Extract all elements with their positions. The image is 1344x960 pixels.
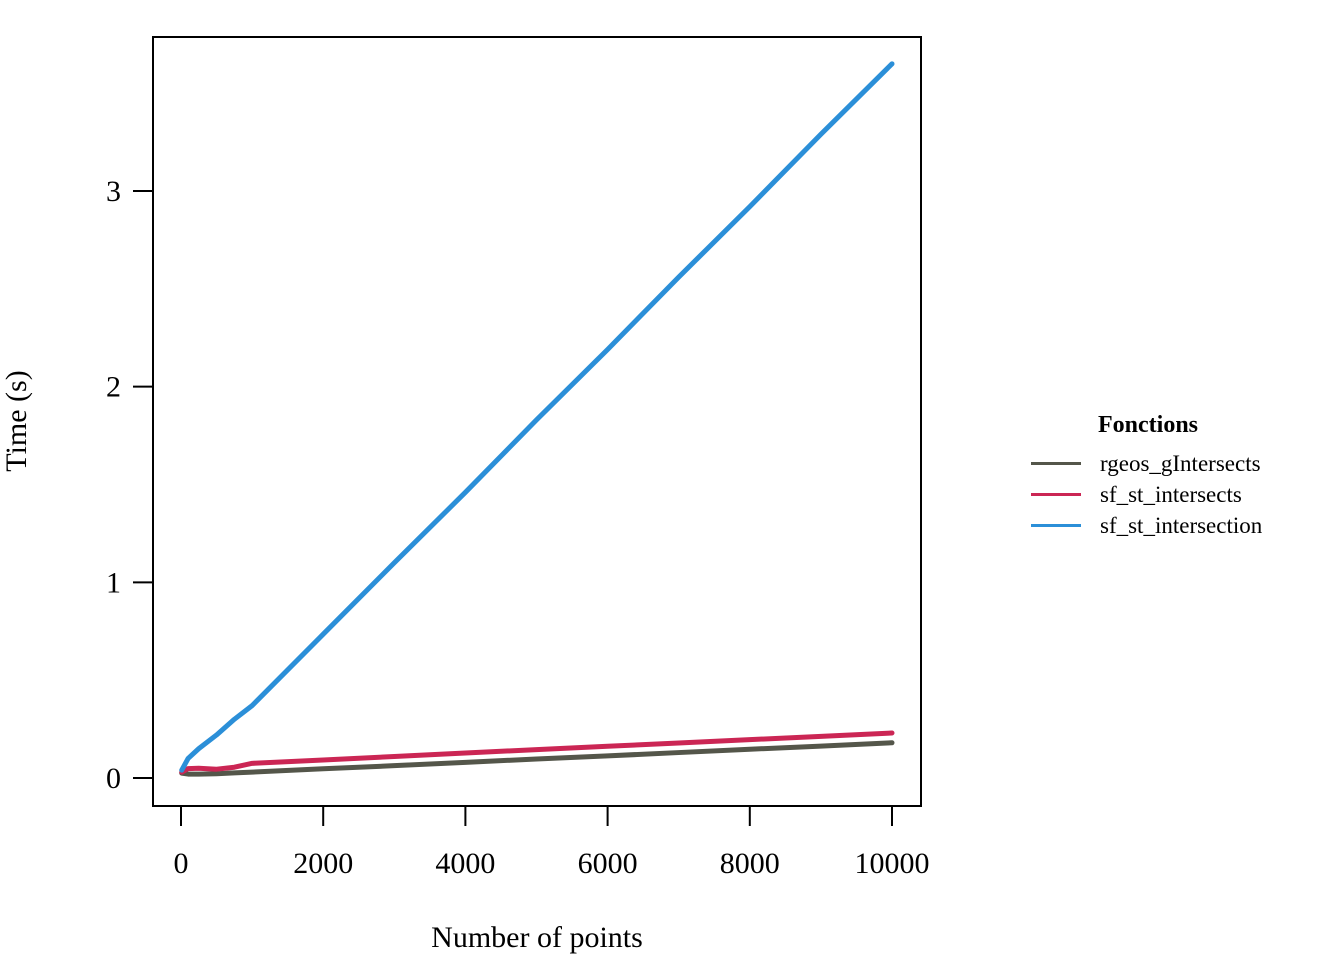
legend-swatch-sf_st_intersection: [1031, 524, 1081, 527]
x-tick-label: 6000: [578, 847, 638, 880]
legend-label: sf_st_intersection: [1100, 512, 1263, 538]
y-axis-title: Time (s): [0, 370, 33, 471]
legend: Fonctions rgeos_gIntersects sf_st_interse…: [1030, 410, 1330, 541]
x-tick-label: 4000: [435, 847, 495, 880]
x-tick-label: 8000: [720, 847, 780, 880]
series-line-sf_st_intersection: [179, 61, 895, 773]
series-line-sf_st_intersects: [179, 730, 895, 775]
legend-swatch-sf_st_intersects: [1031, 493, 1081, 496]
legend-item-sf_st_intersection: sf_st_intersection: [1030, 510, 1330, 541]
plot-border: [152, 36, 922, 807]
y-tick-label: 1: [106, 566, 121, 599]
x-tick-label: 0: [174, 847, 189, 880]
legend-swatch-rgeos_gIntersects: [1031, 462, 1081, 465]
legend-label: rgeos_gIntersects: [1100, 450, 1261, 476]
x-tick-label: 10000: [855, 847, 930, 880]
y-tick-label: 0: [106, 762, 121, 795]
legend-title: Fonctions: [1098, 412, 1199, 438]
legend-item-rgeos_gIntersects: rgeos_gIntersects: [1030, 448, 1330, 479]
y-tick-label: 3: [106, 175, 121, 208]
series-line-rgeos_gIntersects: [179, 740, 895, 777]
x-tick-label: 2000: [293, 847, 353, 880]
legend-item-sf_st_intersects: sf_st_intersects: [1030, 479, 1330, 510]
legend-label: sf_st_intersects: [1100, 481, 1242, 507]
legend-items: rgeos_gIntersects sf_st_intersects sf_st_i…: [1030, 448, 1330, 541]
x-axis-title: Number of points: [431, 921, 643, 954]
y-tick-label: 2: [106, 371, 121, 404]
